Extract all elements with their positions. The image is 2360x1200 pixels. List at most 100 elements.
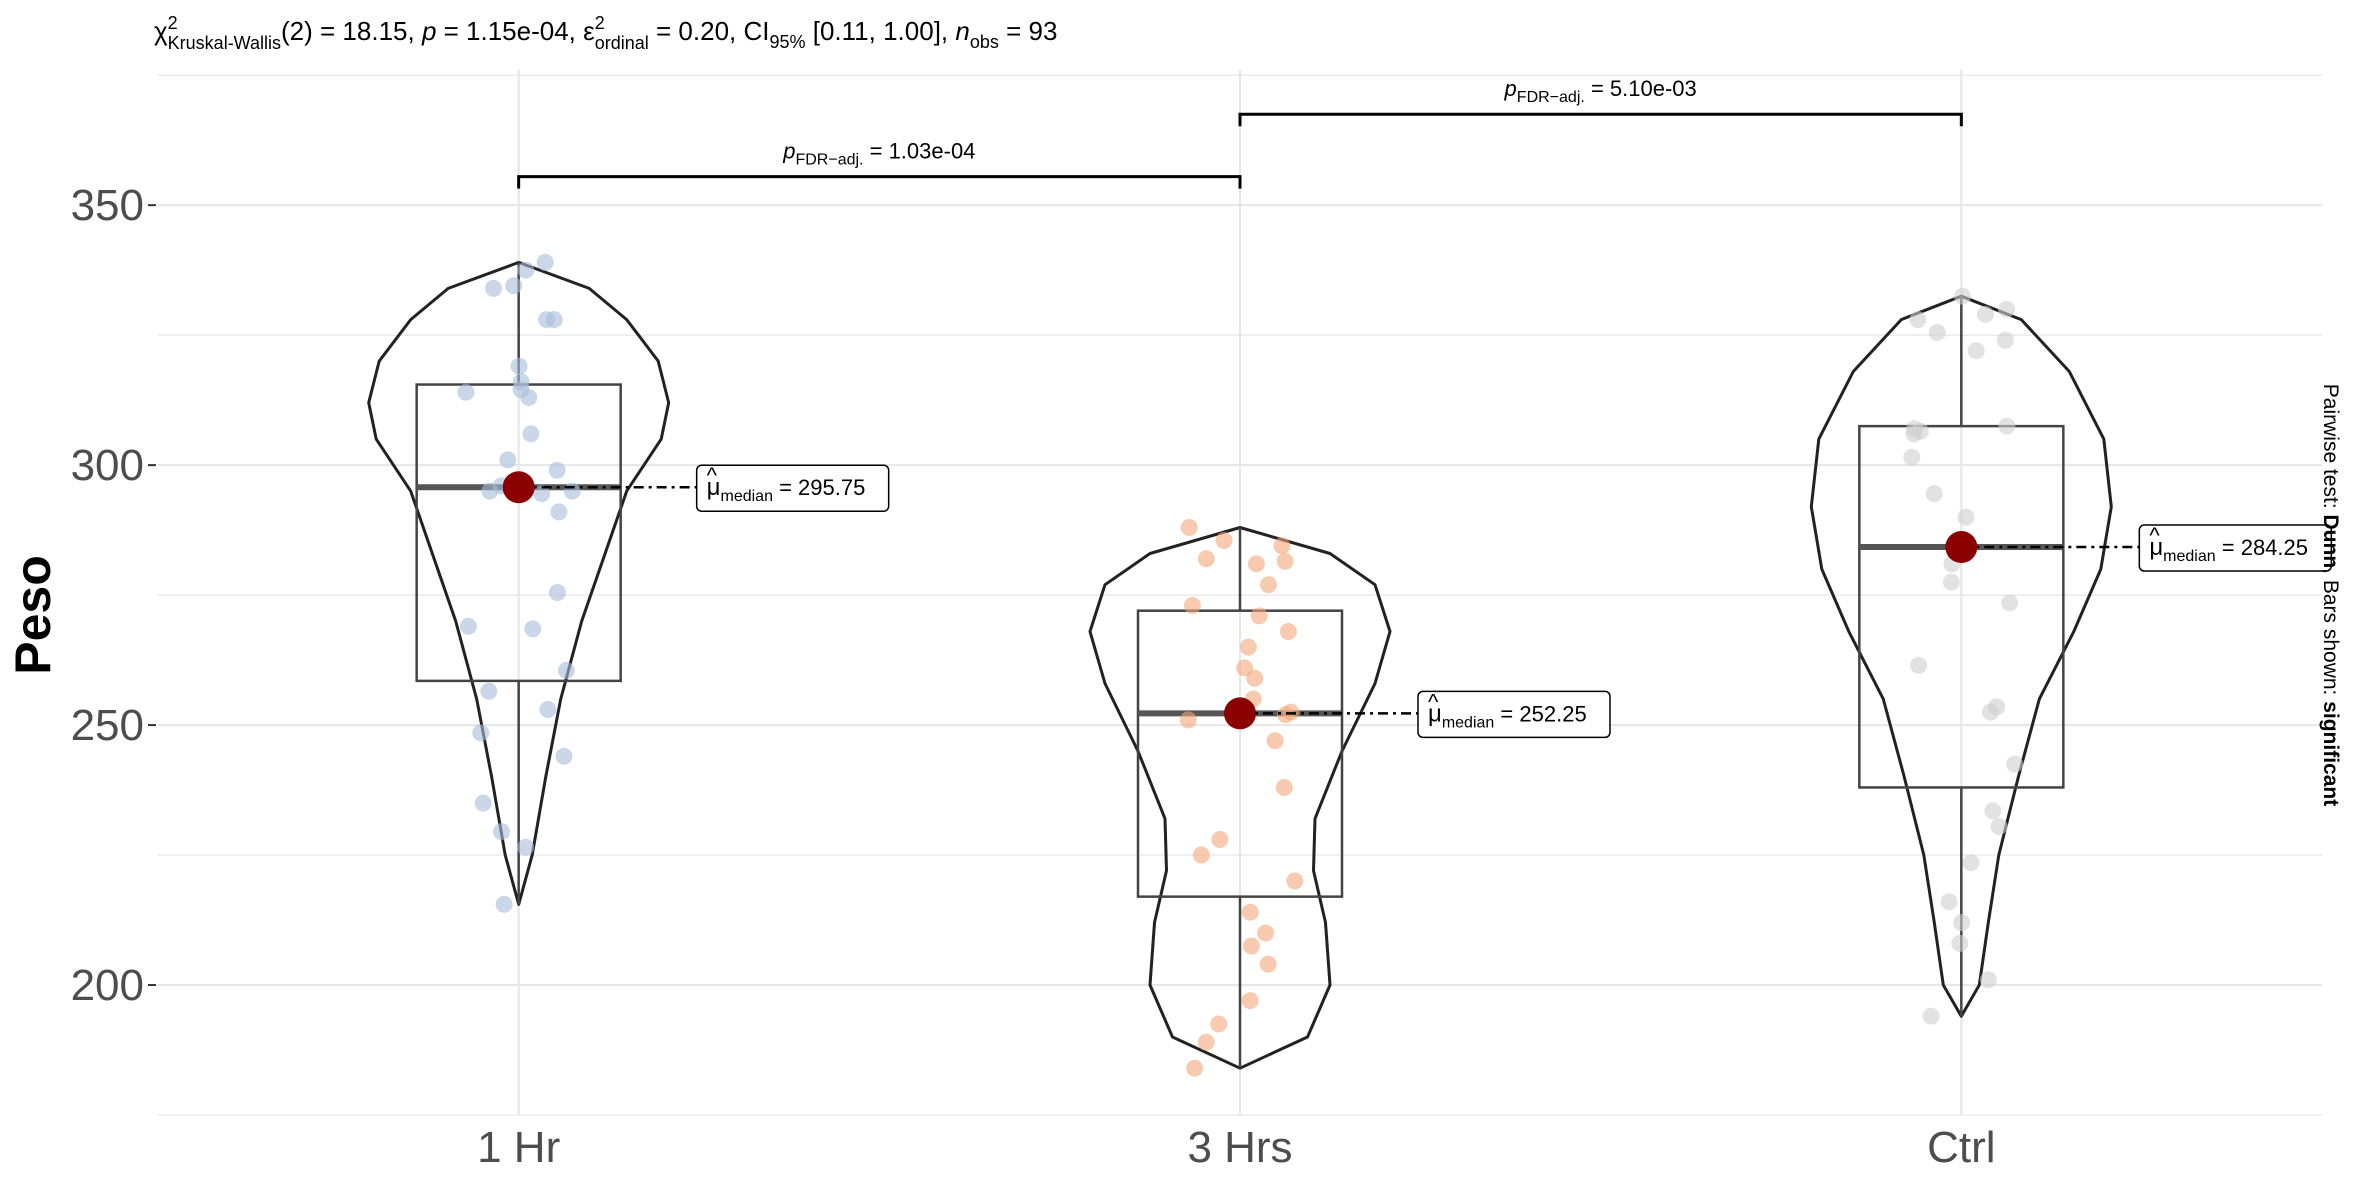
data-point [1979,971,1997,989]
data-point [1250,607,1268,625]
data-point [1241,903,1259,921]
ci-subscript: 95% [769,32,805,52]
data-point [1954,287,1971,305]
data-point [1183,597,1201,614]
median-label-box [695,464,890,512]
data-point [1197,550,1215,568]
caption-middle: , Bars shown: [2319,568,2342,701]
data-point [538,311,555,329]
data-point [1241,992,1259,1010]
data-point [1215,532,1233,549]
p-symbol: p [421,16,436,46]
data-point [548,461,566,479]
data-point [1279,623,1297,640]
chi-statistic: (2) = 18.15, [281,16,422,46]
data-point [1998,300,2016,318]
x-tick-label: Ctrl [1927,1123,1995,1172]
data-point [1210,1015,1228,1033]
data-point [1984,802,2002,820]
median-point [1224,697,1256,730]
data-point [1957,508,1975,526]
data-point [499,451,517,469]
chi-superscript: 2 [168,13,178,33]
data-point [1239,638,1257,656]
data-point [1996,331,2014,349]
median-label-box [1417,690,1611,739]
chi-symbol: χ [154,16,168,46]
data-point [536,253,554,271]
data-point [520,389,538,406]
data-point [555,747,573,765]
data-point [1976,305,1994,323]
chi-subscript: Kruskal-Wallis [168,33,281,53]
data-point [1998,417,2016,435]
data-point [1286,872,1304,890]
data-point [1967,342,1985,360]
data-point [1242,937,1260,955]
data-point [510,357,528,375]
data-point [1273,537,1291,555]
data-point [1247,555,1265,573]
epsilon-symbol: ε [583,16,595,46]
data-point [1922,1007,1940,1025]
epsilon-subscript: ordinal [595,33,649,53]
data-point [550,503,568,521]
data-point [517,261,535,279]
data-point [1259,955,1277,973]
caption-prefix: Pairwise test: [2319,384,2342,515]
x-tick-label: 1 Hr [477,1123,560,1172]
data-point [459,617,477,635]
significance-layer: pFDR−adj. = 1.03e-04 pFDR−adj. = 5.10e-03 [517,76,1963,189]
data-point [1257,924,1275,942]
median-label: μmedian = 295.75^ [695,463,890,512]
data-point [1903,448,1921,466]
x-tick-label: 3 Hrs [1187,1123,1292,1172]
significance-bracket [1238,112,1963,127]
y-tick-label: 200 [71,961,144,1010]
data-point [524,620,542,638]
median-hat: ^ [1428,689,1439,714]
epsilon-value: = 0.20, CI [649,16,770,46]
data-point [1186,1059,1204,1077]
data-point [517,838,535,856]
n-subscript: obs [970,32,999,52]
data-point [1951,934,1969,952]
data-point [505,277,523,295]
data-point [1276,552,1294,570]
data-point [1910,656,1928,674]
y-tick-label: 300 [71,441,144,490]
data-point [1925,485,1943,503]
data-point [1197,1033,1215,1051]
significance-bracket [517,175,1242,189]
data-point [1962,854,1980,872]
axis-layer: 200 250 300 350 1 Hr 3 Hrs Ctrl [71,181,1996,1172]
median-label-text: μmedian = 252.25 [1428,700,1587,731]
data-point [548,584,566,601]
significance-label: pFDR−adj. = 1.03e-04 [782,139,975,169]
data-point [557,662,575,679]
box-2 [1858,424,2065,789]
data-point [1953,914,1971,932]
y-tick-label: 250 [71,701,144,750]
data-point [533,485,551,503]
ci-value: [0.11, 1.00], [806,16,956,46]
median-label: μmedian = 252.25^ [1417,689,1611,739]
data-point [1277,706,1295,724]
p-value: = 1.15e-04, [436,16,583,46]
data-point [1211,831,1229,848]
point-layer [457,253,2024,1077]
data-point [457,383,475,401]
caption-test: Dunn [2319,514,2342,568]
median-hat: ^ [707,463,718,488]
median-layer: μmedian = 295.75^μmedian = 252.25^μmedia… [502,463,2333,739]
data-point [1246,669,1264,687]
data-point [1275,779,1293,796]
caption: Pairwise test: Dunn, Bars shown: signifi… [2319,384,2342,806]
data-point [522,425,540,443]
data-point [1260,576,1277,594]
epsilon-superscript: 2 [595,13,605,33]
data-point [485,279,503,297]
median-label-text: μmedian = 284.25 [2149,534,2308,565]
violin-1 [1088,526,1392,1070]
